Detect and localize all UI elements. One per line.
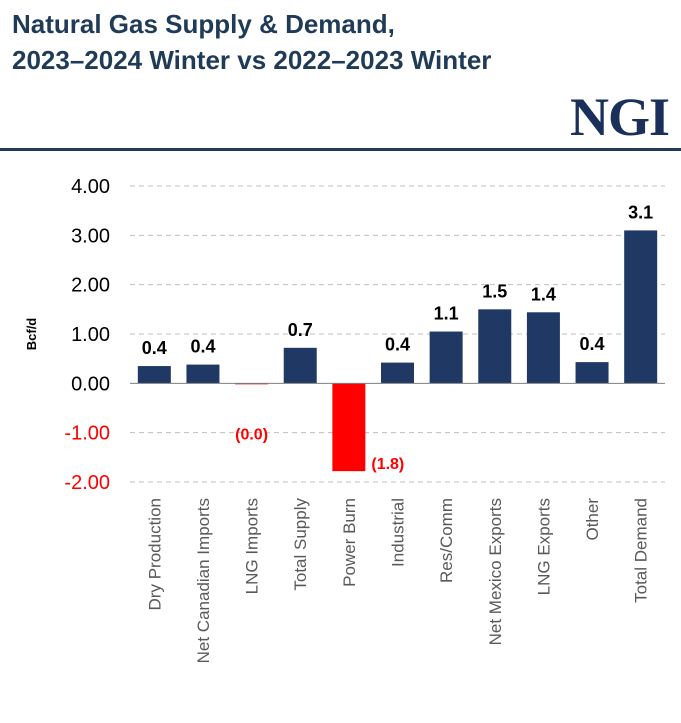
data-label: 1.5 — [482, 281, 507, 301]
bar — [478, 309, 512, 384]
data-label: 1.1 — [434, 304, 459, 324]
y-tick-label: -1.00 — [64, 423, 110, 445]
category-label: Dry Production — [145, 498, 164, 610]
chart-title: Natural Gas Supply & Demand, 2023–2024 W… — [12, 6, 672, 78]
category-label: Industrial — [389, 498, 408, 567]
category-label: Net Mexico Exports — [486, 498, 505, 645]
category-label: Other — [583, 498, 602, 541]
y-tick-label: -2.00 — [64, 472, 110, 494]
data-label: 0.7 — [288, 320, 313, 340]
data-label: 0.4 — [580, 334, 605, 354]
data-label: 0.4 — [190, 337, 215, 357]
bar — [332, 383, 366, 472]
y-tick-label: 0.00 — [71, 373, 110, 395]
title-divider — [0, 148, 681, 151]
category-label: LNG Imports — [243, 498, 262, 594]
title-line-1: Natural Gas Supply & Demand, — [12, 9, 395, 39]
data-label: 1.4 — [531, 284, 556, 304]
title-line-2: 2023–2024 Winter vs 2022–2023 Winter — [12, 45, 492, 75]
y-tick-label: 3.00 — [71, 225, 110, 247]
ngi-logo: NGI — [569, 87, 670, 147]
bar — [429, 331, 463, 384]
data-label: (1.8) — [371, 456, 404, 473]
category-label: Res/Comm — [437, 498, 456, 583]
bar — [624, 230, 658, 384]
bar — [575, 362, 609, 384]
y-tick-label: 1.00 — [71, 324, 110, 346]
data-label: 0.4 — [142, 338, 167, 358]
category-label: Power Burn — [340, 498, 359, 587]
category-label: Net Canadian Imports — [194, 498, 213, 663]
y-tick-label: 4.00 — [71, 176, 110, 198]
bar — [526, 312, 560, 384]
data-label: 3.1 — [628, 202, 653, 222]
bar — [381, 362, 414, 384]
category-label: Total Demand — [632, 498, 651, 603]
data-label: 0.4 — [385, 335, 410, 355]
bar — [283, 347, 317, 384]
data-label: (0.0) — [235, 426, 268, 443]
bar — [186, 364, 220, 384]
y-axis-label: Bcf/d — [24, 318, 39, 351]
category-label: Total Supply — [291, 498, 310, 591]
category-label: LNG Exports — [534, 498, 553, 595]
y-tick-label: 2.00 — [71, 275, 110, 297]
bar-chart: 4.00 3.00 2.00 1.00 0.00 -1.00 -2.00 Bcf/d 0.4 Dr… — [24, 176, 665, 663]
bar — [137, 366, 171, 384]
